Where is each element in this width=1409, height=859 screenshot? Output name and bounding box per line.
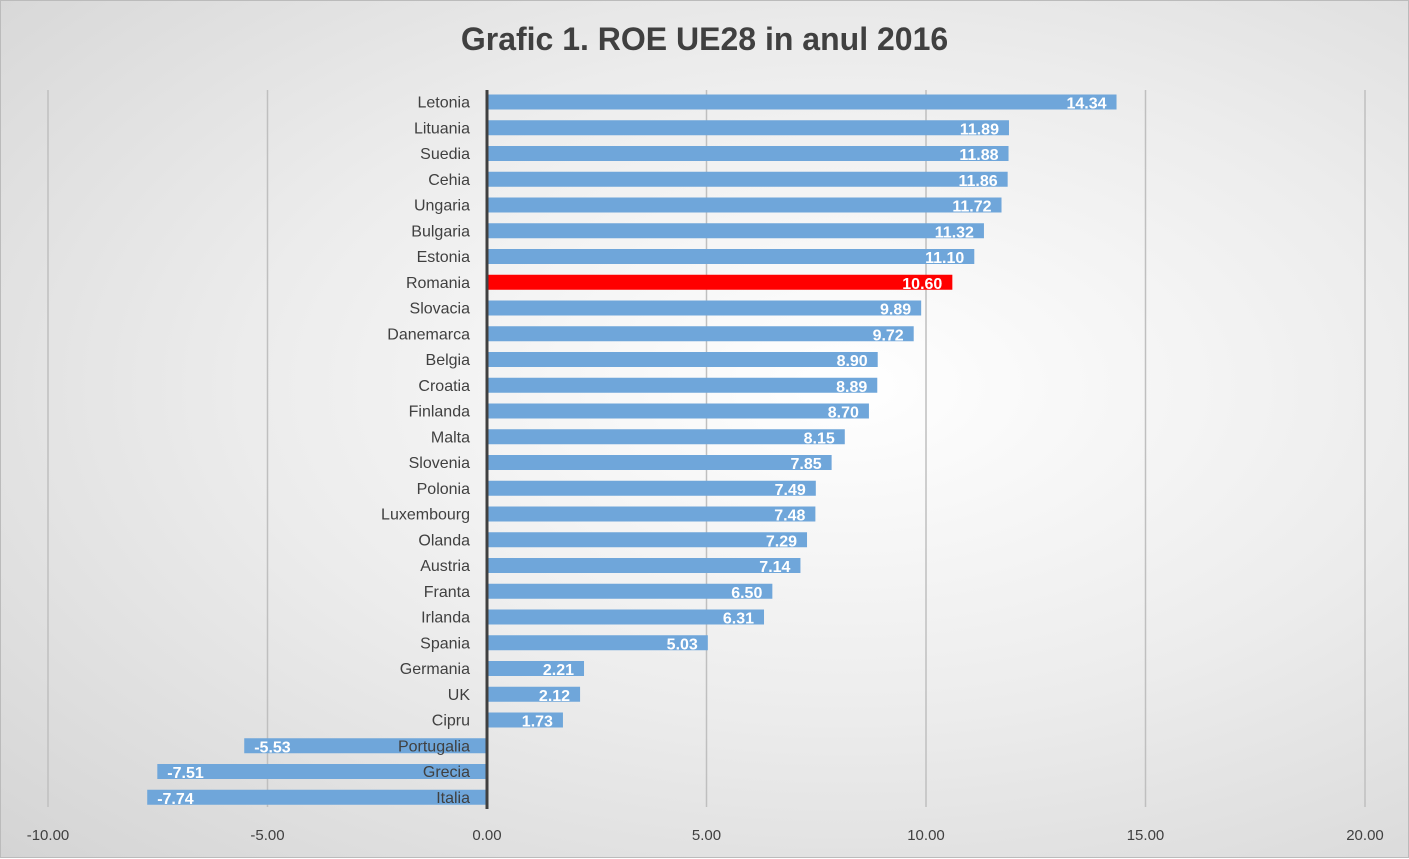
bar-italia	[147, 789, 488, 805]
category-label: Italia	[436, 790, 470, 807]
bar-polonia	[487, 480, 816, 496]
category-label: Belgia	[426, 352, 471, 369]
category-label: Romania	[406, 275, 470, 292]
data-label: 14.34	[1066, 96, 1106, 113]
bar-finlanda	[487, 403, 869, 419]
bar-estonia	[487, 249, 975, 264]
bar-grecia	[157, 764, 487, 779]
data-label: 5.03	[667, 636, 698, 653]
bar-franta	[487, 583, 773, 599]
data-label: 7.29	[766, 533, 797, 550]
category-label: Spania	[420, 635, 470, 652]
bar-slovacia	[487, 300, 922, 316]
data-label: 7.49	[775, 482, 806, 499]
category-label: Bulgaria	[411, 223, 470, 240]
data-label: 11.86	[958, 173, 997, 190]
data-label: 11.72	[952, 199, 991, 216]
bar-malta	[487, 429, 845, 445]
category-label: Austria	[420, 558, 470, 575]
chart-title: Grafic 1. ROE UE28 in anul 2016	[460, 21, 949, 57]
bar-slovenia	[487, 455, 832, 470]
data-label: 6.31	[723, 611, 754, 628]
category-label: Ungaria	[414, 198, 470, 215]
category-label: Finlanda	[409, 404, 470, 421]
bar-cipru	[487, 712, 563, 728]
category-label: Letonia	[418, 95, 471, 112]
x-tick-label: -10.00	[27, 827, 70, 844]
category-label: Polonia	[417, 481, 470, 498]
bar-letonia	[487, 94, 1117, 110]
bar-spania	[487, 635, 708, 651]
bar-cehia	[487, 171, 1008, 187]
bar-austria	[487, 558, 801, 573]
x-tick-label: 10.00	[907, 827, 945, 844]
category-label: Grecia	[423, 764, 470, 781]
bar-romania	[487, 274, 953, 290]
bar-bulgaria	[487, 223, 984, 239]
bar-lituania	[487, 120, 1009, 136]
bar-ungaria	[487, 197, 1002, 213]
data-label: -5.53	[254, 739, 291, 756]
data-label: 1.73	[522, 714, 553, 731]
data-label: 7.85	[790, 456, 821, 473]
bar-croatia	[487, 377, 878, 393]
data-label: 7.48	[774, 508, 805, 525]
x-tick-label: -5.00	[250, 827, 284, 844]
category-label: Irlanda	[421, 610, 470, 627]
bar-olanda	[487, 532, 808, 548]
category-label: Slovacia	[410, 301, 471, 318]
bar-suedia	[487, 146, 1009, 161]
data-label: 6.50	[731, 585, 762, 602]
x-tick-label: 20.00	[1346, 827, 1384, 844]
bar-germania	[487, 661, 585, 676]
category-label: Suedia	[420, 146, 470, 163]
data-label: 8.70	[828, 405, 859, 422]
category-label: Danemarca	[387, 326, 470, 343]
category-label: Croatia	[418, 378, 470, 395]
bar-irlanda	[487, 609, 765, 625]
x-tick-label: 0.00	[472, 827, 501, 844]
data-label: 11.32	[935, 224, 974, 241]
bar-luxembourg	[487, 506, 816, 522]
data-label: 2.12	[539, 688, 570, 705]
category-label: Germania	[400, 661, 470, 678]
data-label: 8.90	[837, 353, 868, 370]
category-label: Olanda	[418, 532, 470, 549]
category-label: Slovenia	[409, 455, 470, 472]
bar-uk	[487, 686, 581, 702]
category-label: Cehia	[428, 172, 470, 189]
x-tick-label: 5.00	[692, 827, 721, 844]
bar-portugalia	[244, 738, 487, 754]
category-label: Luxembourg	[381, 507, 470, 524]
data-label: 11.10	[925, 250, 964, 267]
data-label: 11.89	[960, 121, 999, 138]
bar-belgia	[487, 352, 878, 367]
data-label: -7.51	[167, 765, 204, 782]
category-label: Cipru	[432, 713, 470, 730]
category-label: UK	[448, 687, 471, 704]
data-label: 7.14	[759, 559, 790, 576]
data-label: 8.89	[836, 379, 867, 396]
data-label: -7.74	[157, 791, 194, 808]
data-label: 8.15	[804, 430, 835, 447]
bar-danemarca	[487, 326, 914, 342]
data-label: 9.72	[873, 327, 904, 344]
category-label: Portugalia	[398, 738, 470, 755]
data-label: 2.21	[543, 662, 574, 679]
data-label: 10.60	[902, 276, 942, 293]
data-label: 11.88	[959, 147, 998, 164]
category-label: Estonia	[417, 249, 470, 266]
category-label: Malta	[431, 429, 470, 446]
category-label: Lituania	[414, 120, 470, 137]
data-label: 9.89	[880, 302, 911, 319]
x-tick-label: 15.00	[1127, 827, 1165, 844]
category-label: Franta	[424, 584, 470, 601]
